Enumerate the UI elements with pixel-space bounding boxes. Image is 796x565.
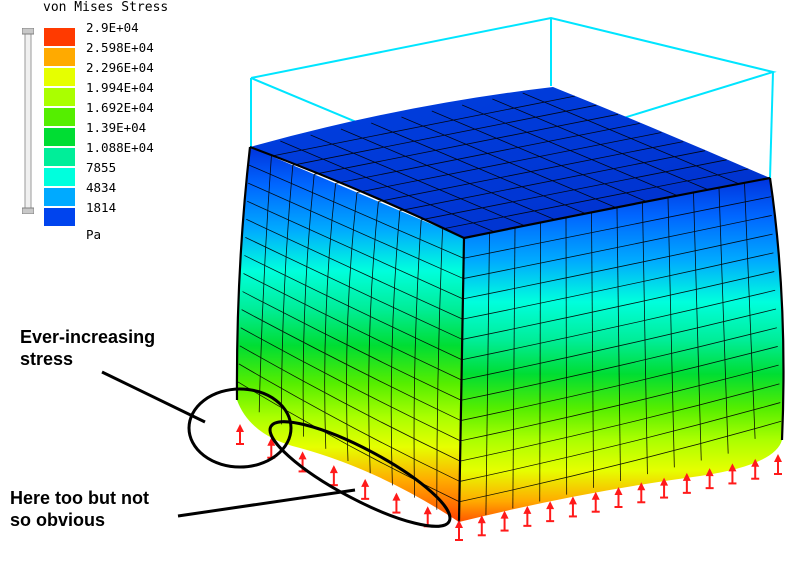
- legend-label: 2.598E+04: [86, 41, 154, 55]
- constraint-marker: [523, 506, 531, 526]
- legend-label: 2.9E+04: [86, 21, 139, 35]
- legend-label: 7855: [86, 161, 116, 175]
- callout-pointer-top: [102, 372, 205, 422]
- legend-label: 1.39E+04: [86, 121, 146, 135]
- note-line: stress: [20, 348, 155, 370]
- legend-label: 4834: [86, 181, 116, 195]
- constraint-marker: [615, 487, 623, 507]
- legend-swatch: [44, 208, 75, 226]
- legend-label: 1.692E+04: [86, 101, 154, 115]
- note-here-too: Here too but not so obvious: [10, 487, 149, 531]
- constraint-marker: [236, 424, 244, 444]
- legend-swatch: [44, 68, 75, 86]
- note-line: so obvious: [10, 509, 149, 531]
- legend-slider[interactable]: [22, 28, 34, 214]
- legend-swatch: [44, 128, 75, 146]
- legend-swatch: [44, 168, 75, 186]
- constraint-marker: [330, 465, 338, 485]
- constraint-marker: [637, 482, 645, 502]
- constraint-marker: [361, 479, 369, 499]
- legend-swatch: [44, 88, 75, 106]
- constraint-marker: [592, 492, 600, 512]
- note-line: Ever-increasing: [20, 326, 155, 348]
- legend-unit: Pa: [86, 227, 101, 242]
- legend-label: 2.296E+04: [86, 61, 154, 75]
- constraint-marker: [569, 496, 577, 516]
- note-line: Here too but not: [10, 487, 149, 509]
- legend-swatch: [44, 48, 75, 66]
- constraint-marker: [424, 506, 432, 526]
- legend-swatch: [44, 188, 75, 206]
- legend-title: von Mises Stress: [43, 0, 168, 15]
- legend-swatch: [44, 108, 75, 126]
- legend-label: 1.088E+04: [86, 141, 154, 155]
- legend-label: 1.994E+04: [86, 81, 154, 95]
- legend-label: 1814: [86, 201, 116, 215]
- constraint-marker: [501, 511, 509, 531]
- legend-swatch: [44, 28, 75, 46]
- constraint-marker: [546, 501, 554, 521]
- constraint-marker: [455, 520, 463, 540]
- constraint-marker: [774, 454, 782, 474]
- legend-swatch: [44, 148, 75, 166]
- constraint-marker: [478, 515, 486, 535]
- note-ever-increasing: Ever-increasing stress: [20, 326, 155, 370]
- constraint-marker: [392, 493, 400, 513]
- callout-pointer-bottom: [178, 490, 355, 516]
